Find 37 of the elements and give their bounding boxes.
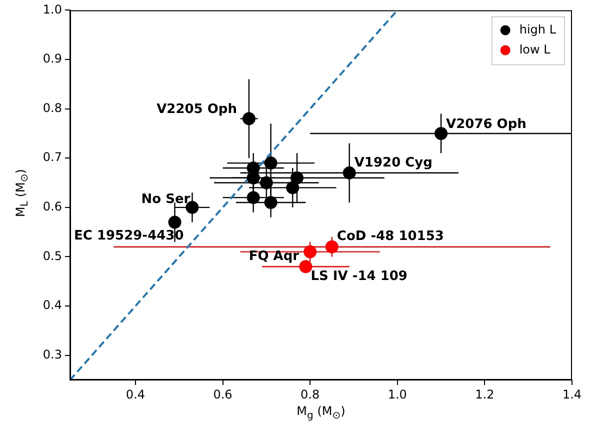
annotation: V2076 Oph [446, 116, 526, 132]
x-axis-title: M$_{g}$ (M$_{⊙}$) [296, 404, 346, 422]
point [299, 260, 312, 274]
x-tick-label: 0.4 [126, 387, 146, 402]
x-tick-label: 0.8 [300, 387, 320, 402]
y-tick-label: 0.9 [42, 52, 62, 66]
point [290, 171, 304, 184]
point [286, 181, 300, 194]
y-tick-label: 0.4 [42, 298, 62, 312]
legend-label: high L [519, 22, 556, 36]
annotation: CoD -48 10153 [336, 229, 444, 244]
point [264, 156, 278, 170]
point [325, 240, 338, 254]
annotation: V2205 Oph [156, 102, 237, 118]
point [168, 216, 182, 229]
y-tick-label: 0.8 [42, 100, 62, 115]
y-tick-label: 1.0 [42, 2, 62, 16]
y-tick-label: 0.6 [42, 200, 62, 214]
annotation: FQ Aqr [248, 249, 300, 264]
point [342, 166, 356, 180]
point [304, 245, 317, 258]
x-tick-label: 1.2 [475, 387, 494, 402]
x-tick-label: 1.0 [388, 387, 407, 402]
legend-label: low L [519, 42, 551, 56]
y-tick-label: 0.7 [42, 150, 62, 164]
annotation: LS IV -14 109 [310, 268, 408, 284]
point [434, 126, 448, 140]
annotation: No Ser [141, 192, 191, 207]
point [242, 112, 256, 126]
x-tick-label: 0.6 [213, 387, 232, 402]
point [264, 196, 278, 209]
y-tick-label: 0.5 [42, 248, 62, 263]
y-tick-label: 0.3 [42, 347, 62, 362]
point [260, 176, 273, 190]
point [246, 191, 260, 204]
annotation: V1920 Cyg [354, 155, 432, 170]
x-tick-label: 1.4 [562, 387, 582, 402]
